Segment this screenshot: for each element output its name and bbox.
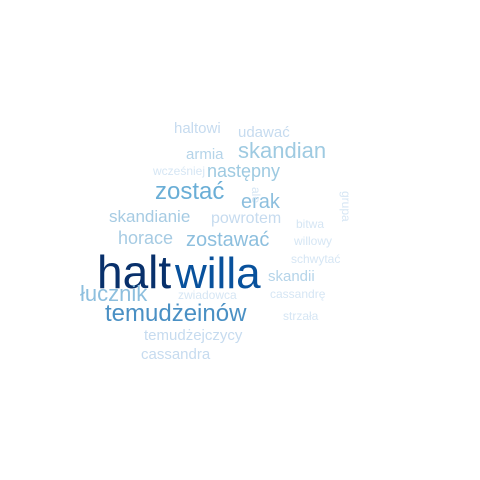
word-grupa: grupa <box>339 191 353 222</box>
word-armia: armia <box>186 146 224 163</box>
word-skandian: skandian <box>238 138 327 163</box>
word-haltowi: haltowi <box>174 120 221 137</box>
word-schwytac: schwytać <box>291 252 341 266</box>
word-powrotem: powrotem <box>211 210 282 227</box>
word-temudzejczycy: temudżejczycy <box>144 327 243 344</box>
word-cassandre: cassandrę <box>270 287 326 301</box>
word-temudzeinow: temudżeinów <box>105 300 247 327</box>
word-horace: horace <box>118 228 174 248</box>
word-cassandra: cassandra <box>141 346 211 363</box>
word-ale: ale <box>249 187 263 204</box>
word-lucznik: łucznik <box>80 281 148 306</box>
word-bitwa: bitwa <box>296 217 325 231</box>
word-willa: willa <box>175 249 261 298</box>
word-halt: halt <box>97 246 172 298</box>
word-nastepny: następny <box>207 161 281 181</box>
word-skandii: skandii <box>268 268 315 285</box>
word-udawac: udawać <box>238 124 290 141</box>
word-wczesniej: wcześniej <box>153 164 206 178</box>
word-erak: erak <box>241 191 280 213</box>
word-zwiadowca: zwiadowca <box>178 288 237 302</box>
word-strzala: strzała <box>283 309 319 323</box>
word-skandianie: skandianie <box>109 207 191 226</box>
word-zostac: zostać <box>155 178 225 205</box>
word-zostawac: zostawać <box>186 229 270 251</box>
word-willowy: willowy <box>294 234 333 248</box>
